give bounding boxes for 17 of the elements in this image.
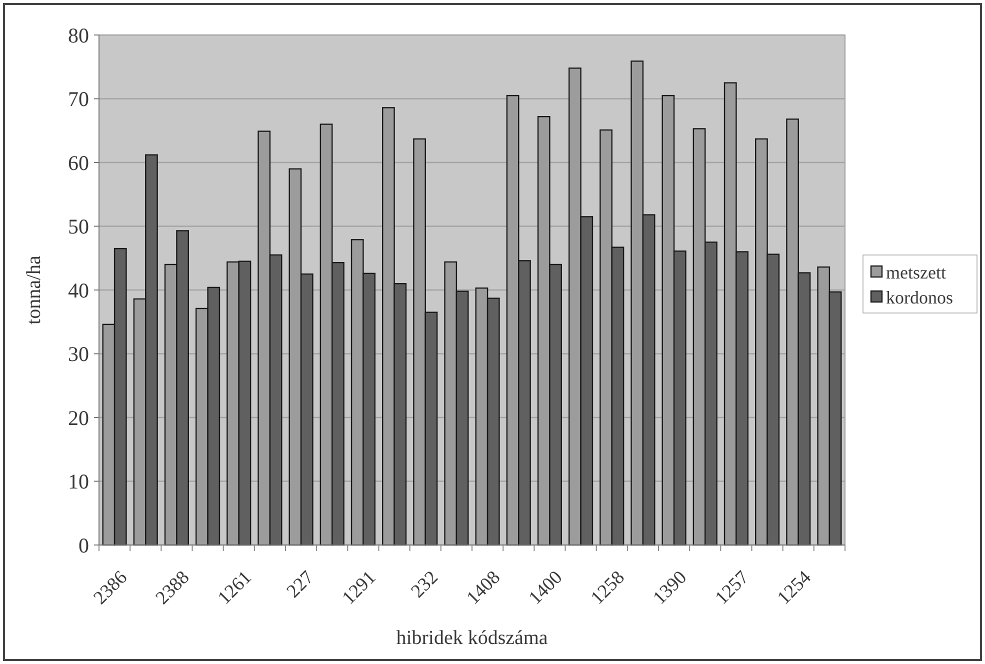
legend-label: kordonos	[886, 287, 953, 308]
x-axis-title: hibridek kódszáma	[396, 627, 548, 649]
y-tick-label: 10	[68, 470, 89, 494]
y-tick-label: 30	[68, 342, 89, 366]
y-tick-label: 20	[68, 406, 89, 430]
legend-label: metszett	[886, 262, 946, 282]
y-tick-label: 60	[68, 150, 89, 175]
y-tick-label: 0	[78, 533, 89, 558]
y-tick-label: 40	[68, 278, 89, 302]
x-tick-label: 227	[282, 567, 318, 602]
y-tick-label: 80	[68, 23, 89, 48]
x-tick-label: 232	[407, 567, 442, 602]
y-tick-label: 50	[68, 214, 89, 239]
y-axis-title: tonna/ha	[23, 255, 45, 324]
x-tick-label: 1291	[338, 567, 380, 609]
y-tick-label: 70	[68, 87, 89, 112]
x-tick-label: 1261	[214, 567, 256, 609]
